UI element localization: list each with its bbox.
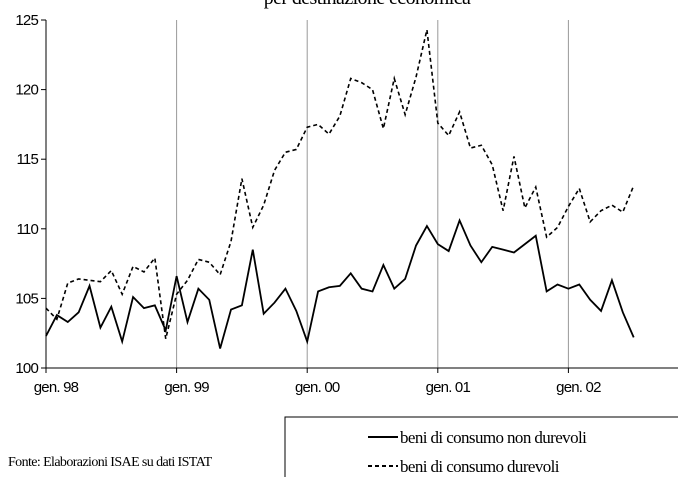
y-tick-label: 120 [15,82,38,99]
x-tick-label: gen. 01 [426,379,471,396]
chart-title: per destinazione economica [264,0,471,9]
y-tick-label: 100 [15,360,38,377]
x-tick-label: gen. 99 [164,379,209,396]
legend-label: beni di consumo durevoli [400,457,560,476]
y-tick-label: 125 [15,12,38,29]
source-note: Fonte: Elaborazioni ISAE su dati ISTAT [8,455,213,470]
x-tick-label: gen. 00 [295,379,340,396]
legend-box [284,416,678,477]
y-tick-label: 115 [16,151,38,168]
y-tick-label: 110 [16,221,38,238]
x-tick-label: gen. 02 [556,379,601,396]
series-line [45,29,635,339]
x-tick-label: gen. 98 [34,379,79,396]
y-tick-label: 105 [15,290,38,307]
legend-label: beni di consumo non durevoli [400,428,587,447]
series-line [45,217,635,349]
